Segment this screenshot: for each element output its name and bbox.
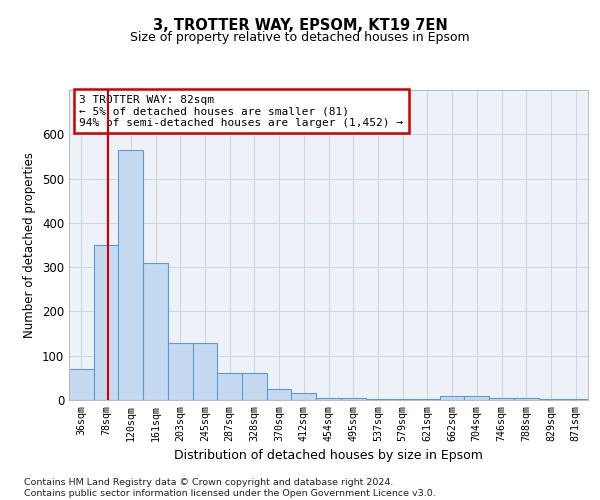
Bar	[193, 344, 217, 400]
Bar	[292, 394, 316, 400]
Bar	[563, 398, 588, 400]
Bar	[464, 396, 489, 400]
Text: Contains HM Land Registry data © Crown copyright and database right 2024.
Contai: Contains HM Land Registry data © Crown c…	[24, 478, 436, 498]
Bar	[217, 374, 242, 400]
X-axis label: Distribution of detached houses by size in Epsom: Distribution of detached houses by size …	[174, 449, 483, 462]
Bar	[316, 398, 341, 400]
Bar	[489, 398, 514, 400]
Text: Size of property relative to detached houses in Epsom: Size of property relative to detached ho…	[130, 31, 470, 44]
Bar	[242, 374, 267, 400]
Bar	[341, 398, 365, 400]
Text: 3, TROTTER WAY, EPSOM, KT19 7EN: 3, TROTTER WAY, EPSOM, KT19 7EN	[152, 18, 448, 32]
Bar	[94, 245, 118, 400]
Y-axis label: Number of detached properties: Number of detached properties	[23, 152, 37, 338]
Bar	[143, 262, 168, 400]
Bar	[365, 399, 390, 400]
Bar	[415, 399, 440, 400]
Bar	[118, 150, 143, 400]
Bar	[390, 399, 415, 400]
Bar	[539, 398, 563, 400]
Bar	[168, 344, 193, 400]
Text: 3 TROTTER WAY: 82sqm
← 5% of detached houses are smaller (81)
94% of semi-detach: 3 TROTTER WAY: 82sqm ← 5% of detached ho…	[79, 94, 403, 128]
Bar	[440, 396, 464, 400]
Bar	[267, 389, 292, 400]
Bar	[69, 369, 94, 400]
Bar	[514, 398, 539, 400]
